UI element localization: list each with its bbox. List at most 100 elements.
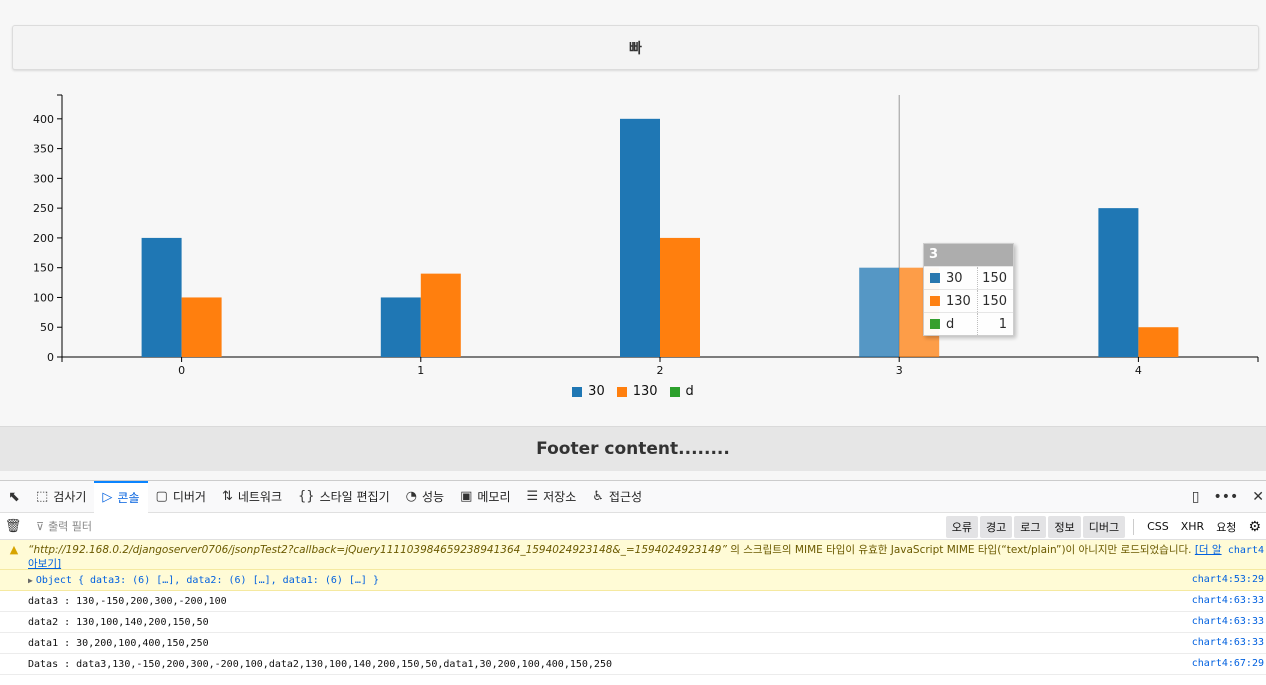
x-tick-label: 0	[178, 364, 185, 377]
close-devtools-icon[interactable]: ✕	[1252, 489, 1264, 505]
legend-item-30[interactable]: 30	[572, 384, 605, 399]
memory-icon: ▣	[460, 489, 473, 504]
tab-label: 메모리	[477, 490, 511, 504]
filter-button[interactable]: 경고	[979, 515, 1013, 538]
legend-item-130[interactable]: 130	[616, 384, 658, 399]
message-text: data3 : 130,-150,200,300,-200,100	[28, 596, 1266, 607]
chart-svg: 0 50 100 150 200 250 300 350 400 0 1 2 3 4	[33, 94, 1259, 377]
element-picker-icon[interactable]: ⬉	[8, 488, 20, 505]
tab-label: 검사기	[53, 490, 87, 504]
y-tick-label: 300	[33, 172, 54, 185]
console-message: Datas : data3,130,-150,200,300,-200,100,…	[0, 654, 1266, 675]
tooltip-row: 30 150	[924, 266, 1013, 289]
filter-button[interactable]: 디버그	[1082, 515, 1126, 538]
tab-label: 콘솔	[117, 491, 140, 505]
tab-debugger[interactable]: ▢ 디버거	[148, 481, 214, 513]
tab-inspector[interactable]: ⬚ 검사기	[28, 481, 94, 513]
tab-network[interactable]: ⇅ 네트워크	[214, 481, 290, 513]
filter-output-input[interactable]: ⊽ 출력 필터	[36, 518, 92, 534]
tooltip-swatch	[930, 319, 940, 329]
x-tick-label: 3	[896, 364, 903, 377]
tooltip-series-name: d	[924, 313, 978, 335]
bar-130-2	[660, 237, 700, 357]
bar-chart: 0 50 100 150 200 250 300 350 400 0 1 2 3 4 30 130 d 3 3…	[0, 80, 1266, 420]
filter-icon: ⊽	[36, 519, 45, 533]
request-filter-button[interactable]: XHR	[1180, 520, 1205, 533]
request-filter-button[interactable]: 요청	[1216, 520, 1237, 534]
tooltip-title: 3	[924, 244, 1013, 266]
console-message: data1 : 30,200,100,400,150,250 chart4:63:…	[0, 633, 1266, 654]
legend-item-d[interactable]: d	[669, 384, 694, 399]
more-options-icon[interactable]: •••	[1213, 489, 1239, 505]
filter-separator	[1133, 518, 1135, 535]
legend-label: d	[685, 384, 694, 399]
legend-label: 130	[632, 384, 658, 399]
tooltip-value: 150	[982, 271, 1007, 286]
tab-console[interactable]: ▷ 콘솔	[94, 480, 148, 513]
message-content: data3 : 130,-150,200,300,-200,100	[28, 595, 227, 607]
tab-label: 성능	[421, 490, 445, 504]
bar-30-2	[620, 118, 660, 357]
page-header: 빠	[12, 25, 1259, 70]
request-filter-button[interactable]: CSS	[1147, 520, 1169, 533]
tab-storage[interactable]: ☰ 저장소	[518, 481, 584, 513]
filter-button[interactable]: 정보	[1048, 515, 1081, 538]
bar-30-3	[859, 267, 900, 357]
bar-130-4	[1138, 327, 1179, 357]
message-location[interactable]: chart4:63:33	[1191, 616, 1264, 627]
message-location[interactable]: chart4:63:33	[1191, 595, 1264, 606]
message-text: Datas : data3,130,-150,200,300,-200,100,…	[28, 659, 1266, 670]
expand-triangle-icon[interactable]: ▶	[28, 575, 33, 585]
filter-placeholder: 출력 필터	[48, 520, 93, 533]
tooltip-series-name: 130	[924, 290, 978, 312]
message-location[interactable]: chart4:63:33	[1191, 637, 1264, 648]
warning-location[interactable]: chart4	[1227, 545, 1264, 556]
accessibility-icon: ♿	[592, 489, 604, 504]
console-message: data2 : 130,100,140,200,150,50 chart4:63:…	[0, 612, 1266, 633]
tab-memory[interactable]: ▣ 메모리	[452, 481, 518, 513]
legend-label: 30	[588, 384, 605, 399]
tab-label: 스타일 편집기	[319, 490, 390, 504]
object-inspector[interactable]: ▶ Object { data3: (6) […], data2: (6) […]…	[28, 575, 1266, 586]
devtools-tabbar: ⬉ ⬚ 검사기 ▷ 콘솔 ▢ 디버거 ⇅ 네트워크 {} 스타일 편집기 ◔ 성능 ▣ 메모리 ☰ 저장소 ♿ 접…	[0, 480, 1266, 513]
performance-icon: ◔	[405, 489, 417, 504]
legend-swatch	[616, 386, 627, 397]
tab-style-editor[interactable]: {} 스타일 편집기	[290, 481, 398, 513]
y-tick-label: 250	[33, 202, 54, 215]
style-editor-icon: {}	[298, 489, 315, 504]
tab-accessibility[interactable]: ♿ 접근성	[584, 481, 650, 513]
filter-button[interactable]: 오류	[945, 515, 978, 538]
bar-30-0	[141, 237, 182, 357]
tooltip-series-name: 30	[924, 267, 978, 289]
warning-message: 의 스크립트의 MIME 타입이 유효한 JavaScript MIME 타입(…	[726, 544, 1195, 556]
x-tick-label: 1	[417, 364, 424, 377]
tooltip-swatch	[930, 273, 940, 283]
inspector-icon: ⬚	[36, 489, 49, 504]
filter-button[interactable]: 로그	[1014, 515, 1047, 538]
tooltip-row: 130 150	[924, 289, 1013, 312]
trash-icon[interactable]: 🗑	[4, 518, 22, 534]
tab-performance[interactable]: ◔ 성능	[398, 481, 452, 513]
legend-swatch	[669, 386, 680, 397]
message-content: Datas : data3,130,-150,200,300,-200,100,…	[28, 658, 612, 670]
storage-icon: ☰	[526, 489, 539, 504]
bar-30-1	[380, 297, 421, 357]
warning-icon: ▲	[9, 543, 19, 556]
message-text: data2 : 130,100,140,200,150,50	[28, 617, 1266, 628]
message-location[interactable]: chart4:53:29	[1191, 574, 1264, 585]
tab-label: 디버거	[172, 490, 206, 504]
y-tick-label: 350	[33, 143, 54, 156]
filter-buttons: 오류 경고 로그 정보 디버그 CSS XHR 요청 ⚙	[945, 513, 1266, 540]
page-footer: Footer content........	[0, 426, 1266, 471]
footer-text: Footer content........	[536, 439, 730, 459]
console-settings-icon[interactable]: ⚙	[1248, 518, 1261, 535]
bar-130-1	[420, 273, 461, 357]
network-icon: ⇅	[221, 489, 233, 504]
devtools-panel: ⬉ ⬚ 검사기 ▷ 콘솔 ▢ 디버거 ⇅ 네트워크 {} 스타일 편집기 ◔ 성능 ▣ 메모리 ☰ 저장소 ♿ 접…	[0, 480, 1266, 685]
message-location[interactable]: chart4:67:29	[1191, 658, 1264, 669]
learn-more-link[interactable]: [더 알아보기]	[28, 544, 1222, 570]
y-tick-label: 200	[33, 232, 54, 245]
responsive-design-icon[interactable]: ▯	[1191, 489, 1200, 505]
page-title: 빠	[629, 40, 642, 57]
